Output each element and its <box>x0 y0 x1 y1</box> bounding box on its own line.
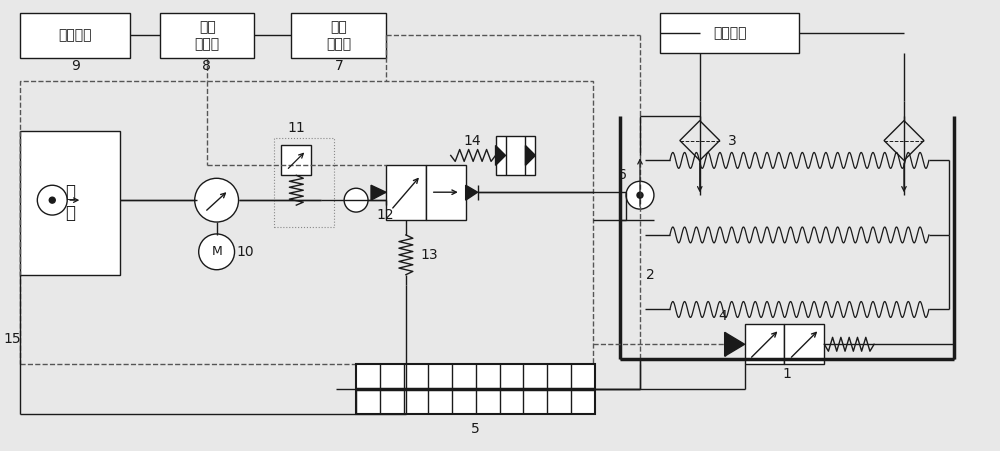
Text: 10: 10 <box>237 245 254 259</box>
Text: 5: 5 <box>471 422 480 436</box>
Text: 7: 7 <box>335 59 344 73</box>
Text: 6: 6 <box>618 168 627 182</box>
Text: 控制
处理器: 控制 处理器 <box>326 21 351 51</box>
Text: 3: 3 <box>728 133 736 147</box>
Polygon shape <box>496 146 506 166</box>
Circle shape <box>344 188 368 212</box>
Bar <box>745 324 784 364</box>
Bar <box>20 14 130 58</box>
Text: 2: 2 <box>646 268 654 282</box>
Text: 8: 8 <box>202 59 211 73</box>
Text: 4: 4 <box>718 309 727 323</box>
Text: 1: 1 <box>782 367 791 381</box>
Text: 12: 12 <box>376 208 394 222</box>
Text: 温度数显: 温度数显 <box>58 29 92 43</box>
Circle shape <box>199 234 235 270</box>
Text: 9: 9 <box>71 59 80 73</box>
Circle shape <box>195 178 239 222</box>
Polygon shape <box>466 185 478 200</box>
Text: 14: 14 <box>464 133 481 147</box>
Bar <box>426 166 466 220</box>
Text: 13: 13 <box>421 248 438 262</box>
Text: 水
筱: 水 筱 <box>65 183 75 222</box>
Polygon shape <box>725 332 745 356</box>
Polygon shape <box>525 146 535 166</box>
Bar <box>660 14 799 53</box>
Text: 液压系统: 液压系统 <box>713 26 746 40</box>
Text: 15: 15 <box>4 332 21 346</box>
Circle shape <box>637 192 643 198</box>
Text: M: M <box>211 245 222 258</box>
Bar <box>386 166 426 220</box>
Text: 温度
测控器: 温度 测控器 <box>195 21 220 51</box>
Circle shape <box>37 185 67 215</box>
Bar <box>496 136 535 175</box>
Bar <box>784 324 824 364</box>
Bar <box>274 138 334 227</box>
Bar <box>20 131 120 275</box>
Bar <box>356 364 595 414</box>
Text: 11: 11 <box>287 120 305 134</box>
Polygon shape <box>371 185 386 200</box>
Bar <box>291 14 386 58</box>
Circle shape <box>49 197 55 203</box>
Bar <box>20 81 593 364</box>
Bar <box>281 146 311 175</box>
Bar <box>160 14 254 58</box>
Circle shape <box>626 181 654 209</box>
